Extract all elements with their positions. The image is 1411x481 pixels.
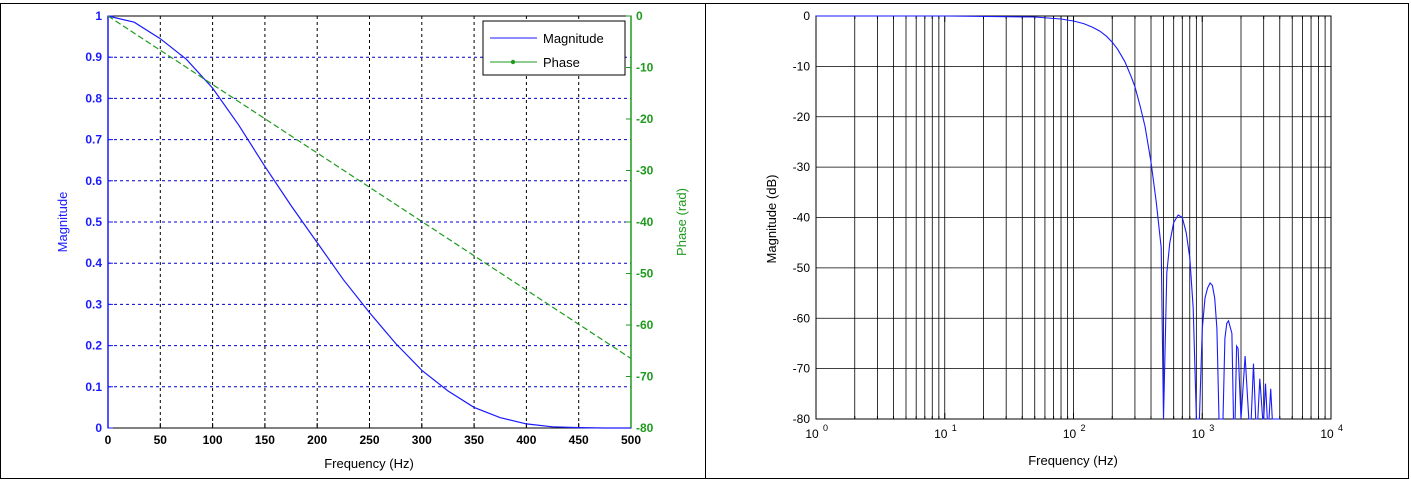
x-tick-label: 250 <box>359 433 379 447</box>
series-magnitude-line <box>107 15 631 429</box>
y-tick-label: 0.8 <box>85 91 102 105</box>
x-tick-label: 500 <box>621 433 641 447</box>
y2-tick-label: 0 <box>636 9 643 23</box>
y-axis-label-phase: Phase (rad) <box>674 188 689 256</box>
y-tick-label: -30 <box>793 160 811 174</box>
x-tick-label: 300 <box>412 433 432 447</box>
x-tick-label: 350 <box>464 433 484 447</box>
x-tick-exponent: 2 <box>1081 423 1086 433</box>
y2-tick-label: -30 <box>636 164 654 178</box>
y2-tick-label: -40 <box>636 215 654 229</box>
x-tick-label: 150 <box>255 433 275 447</box>
x-tick-label: 10 <box>805 427 819 441</box>
y-tick-label: 0 <box>803 9 810 23</box>
x-tick-label: 450 <box>569 433 589 447</box>
y-tick-label: 0.1 <box>85 380 102 394</box>
y-tick-label: -40 <box>793 211 811 225</box>
y2-tick-label: -20 <box>636 112 654 126</box>
series-phase-line <box>107 15 632 360</box>
y-tick-label: 0.5 <box>85 215 102 229</box>
legend-box <box>482 20 626 76</box>
y-tick-label: 0.7 <box>85 133 102 147</box>
x-tick-label: 10 <box>1063 427 1077 441</box>
right-chart-panel: 10 0 10 1 10 2 10 3 10 4 -80 -70 -60 -50 -40 -30 -20 -10 0… <box>705 3 1409 479</box>
legend-phase-label: Phase <box>543 55 580 70</box>
y-tick-label: -70 <box>793 362 811 376</box>
x-tick-exponent: 1 <box>952 423 957 433</box>
legend-magnitude-label: Magnitude <box>543 31 604 46</box>
y-tick-label: -20 <box>793 110 811 124</box>
y2-tick-label: -80 <box>636 421 654 435</box>
x-tick-label: 10 <box>1320 427 1334 441</box>
x-tick-label: 0 <box>105 433 112 447</box>
y-tick-label: 0 <box>95 421 102 435</box>
x-tick-label: 100 <box>203 433 223 447</box>
y-tick-label: -10 <box>793 59 811 73</box>
y-tick-label: 0.3 <box>85 297 102 311</box>
x-tick-exponent: 3 <box>1209 423 1214 433</box>
x-tick-label: 10 <box>934 427 948 441</box>
y-tick-label: -50 <box>793 261 811 275</box>
y-tick-label: -60 <box>793 311 811 325</box>
series-magnitude-db-line <box>816 15 1280 420</box>
y-tick-label: 0.9 <box>85 50 102 64</box>
magnitude-db-chart: 10 0 10 1 10 2 10 3 10 4-80-70-60-50-40-30-20-100… <box>764 9 1343 468</box>
y-axis-label-magnitude: Magnitude <box>55 192 70 253</box>
y-tick-label: 0.2 <box>85 339 102 353</box>
magnitude-phase-chart: 0 50 100 150 200 250 300 350 400 450 500 0 0.1 0.2 0.3… <box>55 9 689 471</box>
x-tick-label: 10 <box>1192 427 1206 441</box>
y2-tick-label: -70 <box>636 370 654 384</box>
y-tick-label: 0.6 <box>85 174 102 188</box>
x-tick-exponent: 4 <box>1338 423 1343 433</box>
y-tick-label: -80 <box>793 412 811 426</box>
y-axis-label-db: Magnitude (dB) <box>764 175 779 264</box>
x-axis-label: Frequency (Hz) <box>324 456 414 471</box>
left-chart-panel: 0 50 100 150 200 250 300 350 400 450 500 0 0.1 0.2 0.3… <box>0 3 706 479</box>
x-axis-label: Frequency (Hz) <box>1028 453 1118 468</box>
x-tick-label: 50 <box>154 433 168 447</box>
legend: Magnitude Phase <box>482 20 626 76</box>
y2-tick-label: -50 <box>636 267 654 281</box>
x-tick-label: 200 <box>307 433 327 447</box>
legend-phase-marker <box>510 59 516 65</box>
axes-frame <box>815 15 1332 420</box>
y2-tick-label: -10 <box>636 61 654 75</box>
x-tick-exponent: 0 <box>823 423 828 433</box>
x-tick-label: 400 <box>516 433 536 447</box>
y-tick-label: 1 <box>95 9 102 23</box>
y-tick-label: 0.4 <box>85 256 102 270</box>
y2-tick-label: -60 <box>636 318 654 332</box>
